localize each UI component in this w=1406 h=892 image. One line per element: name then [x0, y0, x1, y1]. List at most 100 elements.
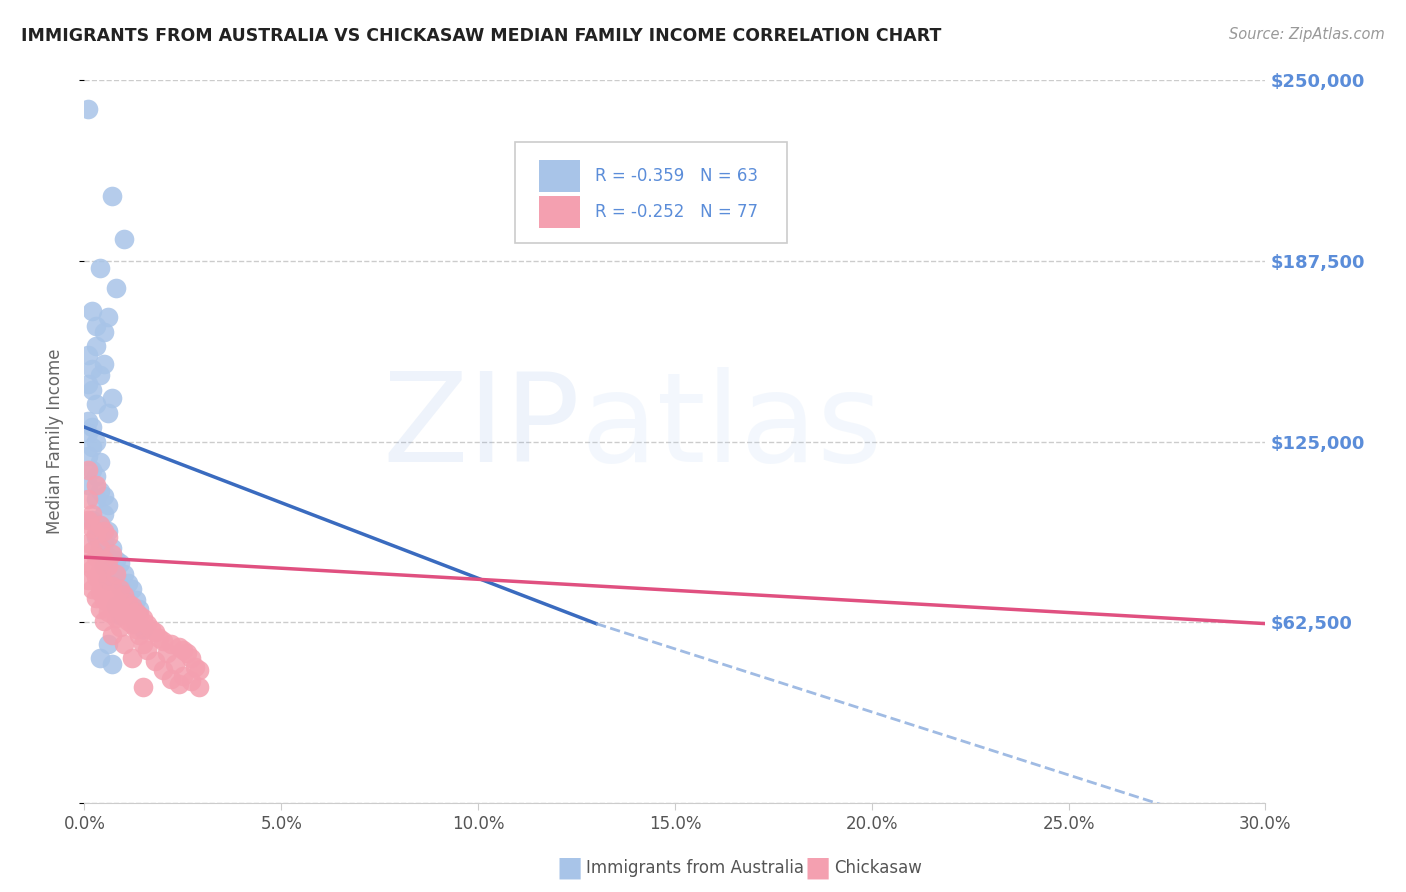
Point: [82, 304, 104, 318]
Point: [97, 530, 120, 544]
Point: [93, 614, 115, 628]
Point: [124, 593, 146, 607]
Point: [124, 605, 146, 619]
Point: [84, 434, 107, 449]
Point: [104, 593, 127, 607]
Point: [112, 607, 135, 622]
Point: [93, 535, 115, 549]
Point: [108, 579, 131, 593]
Point: [108, 602, 131, 616]
Point: [84, 397, 107, 411]
Point: [132, 637, 155, 651]
Point: [124, 616, 146, 631]
Point: [82, 562, 104, 576]
Point: [97, 406, 120, 420]
Point: [89, 602, 111, 616]
Point: [108, 582, 131, 596]
Point: [93, 524, 115, 538]
Text: R = -0.359   N = 63: R = -0.359 N = 63: [595, 167, 758, 185]
Point: [84, 492, 107, 507]
Point: [101, 547, 124, 561]
Point: [93, 593, 115, 607]
Text: atlas: atlas: [581, 367, 883, 488]
Point: [117, 596, 139, 610]
Point: [132, 680, 155, 694]
Point: [156, 646, 179, 660]
Point: [136, 642, 159, 657]
Point: [77, 478, 100, 492]
Point: [101, 657, 124, 671]
Point: [84, 570, 107, 584]
Point: [82, 383, 104, 397]
Point: [89, 541, 111, 556]
Point: [82, 521, 104, 535]
Point: [101, 541, 124, 556]
Point: [82, 512, 104, 526]
Point: [89, 541, 111, 556]
Point: [77, 492, 100, 507]
Point: [152, 634, 174, 648]
Point: [77, 535, 100, 549]
Point: [89, 455, 111, 469]
Point: [84, 527, 107, 541]
FancyBboxPatch shape: [538, 196, 581, 228]
Point: [77, 556, 100, 570]
Point: [82, 582, 104, 596]
Point: [84, 469, 107, 483]
Point: [104, 611, 127, 625]
Point: [187, 663, 209, 677]
Point: [121, 582, 143, 596]
Point: [84, 478, 107, 492]
Point: [108, 619, 131, 633]
Point: [117, 605, 139, 619]
Point: [180, 651, 202, 665]
Point: [128, 602, 150, 616]
Point: [89, 368, 111, 382]
Point: [143, 654, 166, 668]
Point: [167, 640, 190, 654]
Point: [97, 524, 120, 538]
Point: [93, 558, 115, 573]
Point: [97, 588, 120, 602]
Point: [160, 637, 183, 651]
Point: [84, 530, 107, 544]
Point: [97, 637, 120, 651]
Point: [84, 591, 107, 605]
Point: [112, 588, 135, 602]
Text: R = -0.252   N = 77: R = -0.252 N = 77: [595, 202, 758, 221]
Point: [183, 660, 205, 674]
Point: [77, 512, 100, 526]
Point: [167, 677, 190, 691]
Point: [84, 550, 107, 565]
Point: [77, 348, 100, 362]
Point: [97, 558, 120, 573]
Point: [176, 646, 198, 660]
Point: [77, 376, 100, 391]
Point: [93, 357, 115, 371]
Point: [77, 425, 100, 440]
Point: [97, 605, 120, 619]
Point: [148, 631, 170, 645]
Point: [84, 339, 107, 353]
Point: [104, 567, 127, 582]
Point: [112, 567, 135, 582]
Point: [112, 232, 135, 246]
Point: [93, 507, 115, 521]
Point: [121, 651, 143, 665]
Point: [132, 623, 155, 637]
Text: ZIP: ZIP: [382, 367, 581, 488]
Point: [101, 599, 124, 614]
Point: [108, 556, 131, 570]
Point: [101, 628, 124, 642]
Point: [97, 498, 120, 512]
Point: [82, 420, 104, 434]
Point: [152, 663, 174, 677]
Point: [117, 614, 139, 628]
Point: [89, 584, 111, 599]
Point: [104, 570, 127, 584]
Point: [163, 657, 186, 671]
Text: ■: ■: [557, 854, 583, 882]
Point: [82, 440, 104, 454]
Point: [77, 463, 100, 477]
Point: [89, 518, 111, 533]
